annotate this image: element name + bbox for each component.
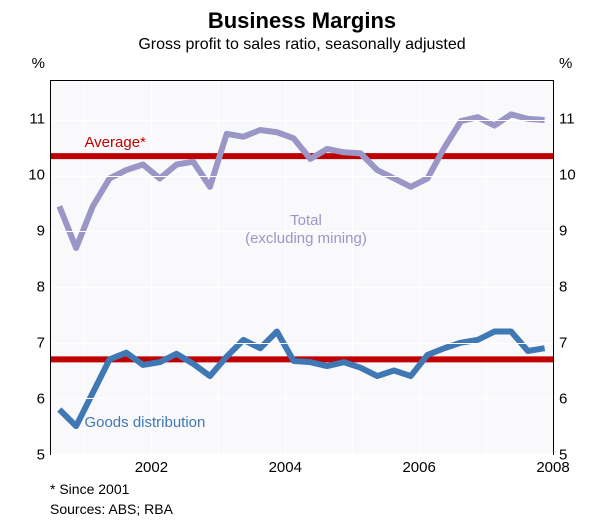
y-axis-tick-label-right: 5: [559, 447, 594, 464]
gridline-horizontal: [51, 398, 553, 399]
y-axis-tick-label-left: 11: [10, 111, 45, 128]
gridline-horizontal: [51, 287, 553, 288]
gridline-horizontal: [51, 120, 553, 121]
y-axis-tick-label-left: 10: [10, 167, 45, 184]
x-axis-tick-label: 2002: [135, 459, 168, 476]
y-axis-tick-label-right: 10: [559, 167, 594, 184]
y-axis-tick-label-left: 9: [10, 223, 45, 240]
gridline-horizontal: [51, 176, 553, 177]
plot-wrapper: % % 2002200420062008Average*Total(exclud…: [50, 60, 554, 455]
y-axis-tick-label-left: 8: [10, 279, 45, 296]
y-axis-tick-label-left: 5: [10, 447, 45, 464]
y-axis-tick-label-right: 9: [559, 223, 594, 240]
y-axis-tick-label-right: 11: [559, 111, 594, 128]
y-unit-left: %: [10, 55, 45, 72]
chart-title: Business Margins: [0, 0, 604, 34]
x-axis-tick-label: 2004: [269, 459, 302, 476]
y-axis-tick-label-right: 8: [559, 279, 594, 296]
y-axis-tick-label-right: 6: [559, 391, 594, 408]
gridline-horizontal: [51, 343, 553, 344]
footnote: * Since 2001: [50, 481, 129, 497]
plot-area: 2002200420062008Average*Total(excluding …: [50, 80, 554, 455]
average-label: Average*: [84, 134, 145, 151]
chart-subtitle: Gross profit to sales ratio, seasonally …: [0, 36, 604, 54]
y-axis-tick-label-right: 7: [559, 335, 594, 352]
y-unit-right: %: [559, 55, 594, 72]
y-axis-tick-label-left: 7: [10, 335, 45, 352]
series-line-goods: [59, 332, 544, 427]
sources: Sources: ABS; RBA: [50, 501, 173, 517]
total-series-label: Total(excluding mining): [245, 212, 367, 248]
y-axis-tick-label-left: 6: [10, 391, 45, 408]
x-axis-tick-label: 2006: [402, 459, 435, 476]
chart-container: Business Margins Gross profit to sales r…: [0, 0, 604, 525]
gridline-horizontal: [51, 454, 553, 455]
goods-series-label: Goods distribution: [84, 414, 205, 431]
